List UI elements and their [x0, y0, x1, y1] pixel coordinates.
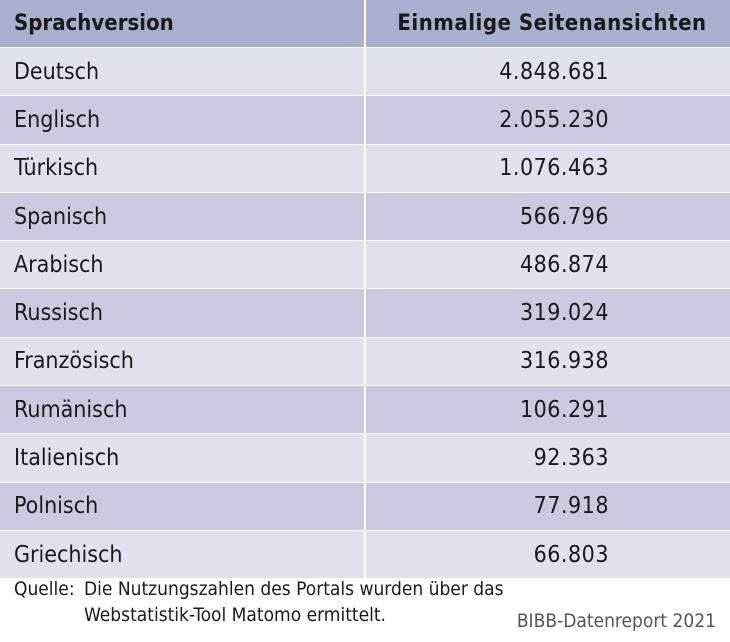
- report-credit: BIBB-Datenreport 2021: [516, 610, 716, 632]
- table-row: Polnisch 77.918: [0, 482, 730, 530]
- table-row: Deutsch 4.848.681: [0, 48, 730, 96]
- row-divider: [0, 191, 730, 193]
- views-cell: 4.848.681: [499, 58, 609, 85]
- row-divider: [0, 95, 730, 97]
- source-label: Quelle:: [14, 578, 75, 600]
- language-cell: Französisch: [0, 337, 366, 386]
- language-cell: Spanisch: [0, 192, 366, 241]
- table-body: Deutsch 4.848.681 Englisch 2.055.230 Türkisc…: [0, 47, 730, 579]
- table-row: Rumänisch 106.291: [0, 386, 730, 434]
- language-cell: Polnisch: [0, 482, 366, 530]
- table-row: Türkisch 1.076.463: [0, 144, 730, 192]
- header-language: Sprachversion: [0, 0, 366, 47]
- language-cell: Arabisch: [0, 241, 366, 289]
- views-cell: 106.291: [519, 396, 609, 423]
- language-cell: Deutsch: [0, 48, 366, 96]
- views-cell: 486.874: [519, 251, 609, 278]
- views-cell: 316.938: [519, 348, 609, 375]
- table-row: Arabisch 486.874: [0, 241, 730, 289]
- source-text: Die Nutzungszahlen des Portals wurden üb…: [84, 578, 504, 626]
- table-row: Spanisch 566.796: [0, 192, 730, 241]
- views-cell: 92.363: [533, 445, 609, 472]
- row-divider: [0, 481, 730, 483]
- views-cell: 2.055.230: [499, 106, 609, 133]
- language-cell: Türkisch: [0, 144, 366, 192]
- table-header-row: Sprachversion Einmalige Seitenansichten: [0, 0, 730, 47]
- views-cell: 566.796: [519, 203, 609, 230]
- views-cell: 319.024: [519, 300, 609, 327]
- table-row: Russisch 319.024: [0, 289, 730, 337]
- table-row: Griechisch 66.803: [0, 530, 730, 579]
- language-cell: Italienisch: [0, 434, 366, 482]
- language-cell: Englisch: [0, 96, 366, 144]
- views-cell: 66.803: [533, 541, 609, 568]
- row-divider: [0, 433, 730, 435]
- row-divider: [0, 240, 730, 242]
- table-row: Englisch 2.055.230: [0, 96, 730, 144]
- row-divider: [0, 47, 730, 48]
- row-divider: [0, 385, 730, 387]
- language-views-table: Sprachversion Einmalige Seitenansichten …: [0, 0, 730, 579]
- language-cell: Griechisch: [0, 530, 366, 579]
- row-divider: [0, 143, 730, 145]
- language-cell: Rumänisch: [0, 386, 366, 434]
- views-cell: 77.918: [533, 493, 609, 520]
- row-divider: [0, 529, 730, 531]
- table-row: Französisch 316.938: [0, 337, 730, 386]
- row-divider: [0, 336, 730, 338]
- table-row: Italienisch 92.363: [0, 434, 730, 482]
- views-cell: 1.076.463: [499, 155, 609, 182]
- row-divider: [0, 288, 730, 290]
- language-cell: Russisch: [0, 289, 366, 337]
- header-views: Einmalige Seitenansichten: [397, 11, 707, 36]
